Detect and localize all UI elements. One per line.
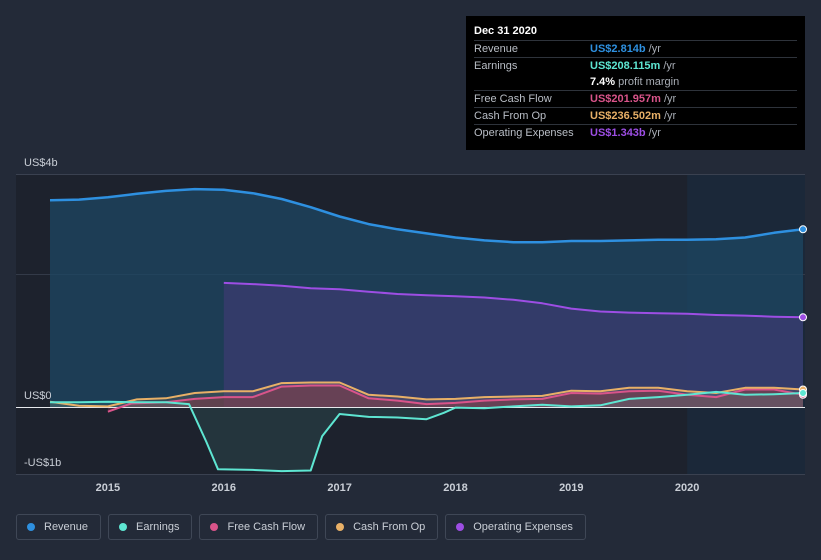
- legend-label: Cash From Op: [353, 521, 426, 533]
- tooltip-value: US$2.814b: [590, 43, 646, 55]
- line-revenue: [49, 187, 804, 244]
- end-dot-revenue: [799, 225, 807, 234]
- line-cfo: [49, 381, 804, 408]
- x-tick-2017: 2017: [327, 482, 351, 494]
- tooltip-row-cash-from-op: Cash From Op US$236.502m /yr: [474, 107, 797, 124]
- tooltip-label: Cash From Op: [474, 110, 547, 122]
- legend-label: Earnings: [136, 521, 180, 533]
- legend-label: Revenue: [44, 521, 89, 533]
- legend-item-revenue[interactable]: Revenue: [16, 514, 102, 540]
- tooltip-row-free-cash-flow: Free Cash Flow US$201.957m /yr: [474, 90, 797, 107]
- tooltip-value: 7.4%: [590, 76, 616, 88]
- tooltip-unit: /yr: [663, 110, 677, 122]
- tooltip-label: Free Cash Flow: [474, 93, 552, 105]
- x-tick-2015: 2015: [96, 482, 120, 494]
- x-tick-2018: 2018: [443, 482, 467, 494]
- y-axis-label-top: US$4b: [24, 157, 58, 169]
- tooltip-unit: /yr: [648, 127, 661, 139]
- legend-item-free-cash-flow[interactable]: Free Cash Flow: [199, 514, 319, 540]
- line-earnings: [50, 390, 804, 473]
- tooltip-label: Operating Expenses: [474, 127, 574, 139]
- legend-label: Operating Expenses: [473, 521, 573, 533]
- legend-item-cash-from-op[interactable]: Cash From Op: [325, 514, 439, 540]
- end-dot-opex: [799, 313, 807, 322]
- area-cfo: [50, 382, 803, 407]
- y-axis-label-zero: US$0: [24, 390, 52, 402]
- tooltip-value: US$1.343b: [590, 127, 646, 139]
- tooltip-label: Earnings: [474, 60, 518, 72]
- x-tick-2020: 2020: [675, 482, 699, 494]
- tooltip-unit: /yr: [663, 93, 677, 105]
- legend-dot-icon: [336, 523, 345, 531]
- tooltip-date: Dec 31 2020: [474, 25, 537, 37]
- end-dot-earnings: [799, 389, 807, 397]
- legend: Revenue Earnings Free Cash Flow Cash Fro…: [16, 514, 593, 540]
- tooltip-unit: /yr: [648, 43, 661, 55]
- tooltip-row-profit-margin: 7.4% profit margin: [474, 74, 797, 90]
- tooltip-unit: profit margin: [618, 76, 680, 88]
- tooltip-value: US$236.502m: [590, 110, 661, 122]
- tooltip-row-operating-expenses: Operating Expenses US$1.343b /yr: [474, 124, 797, 141]
- tooltip: Dec 31 2020 Revenue US$2.814b /yr Earnin…: [466, 16, 805, 150]
- legend-dot-icon: [27, 523, 35, 531]
- legend-item-earnings[interactable]: Earnings: [108, 514, 193, 540]
- x-tick-2016: 2016: [212, 482, 236, 494]
- legend-dot-icon: [119, 523, 128, 531]
- legend-dot-icon: [456, 523, 465, 531]
- x-axis: 2015 2016 2017 2018 2019 2020: [96, 482, 700, 494]
- y-axis-label-bottom: -US$1b: [24, 457, 61, 469]
- tooltip-unit: /yr: [663, 60, 676, 72]
- legend-dot-icon: [210, 523, 219, 531]
- legend-item-operating-expenses[interactable]: Operating Expenses: [445, 514, 586, 540]
- tooltip-row-revenue: Revenue US$2.814b /yr: [474, 40, 797, 57]
- tooltip-value: US$208.115m: [590, 60, 661, 72]
- tooltip-row-earnings: Earnings US$208.115m /yr: [474, 57, 797, 74]
- line-opex: [223, 281, 804, 319]
- tooltip-label: [474, 74, 590, 90]
- tooltip-label: Revenue: [474, 43, 519, 55]
- area-earnings: [50, 391, 803, 472]
- x-tick-2019: 2019: [559, 482, 583, 494]
- legend-label: Free Cash Flow: [227, 521, 306, 533]
- tooltip-value: US$201.957m: [590, 93, 661, 105]
